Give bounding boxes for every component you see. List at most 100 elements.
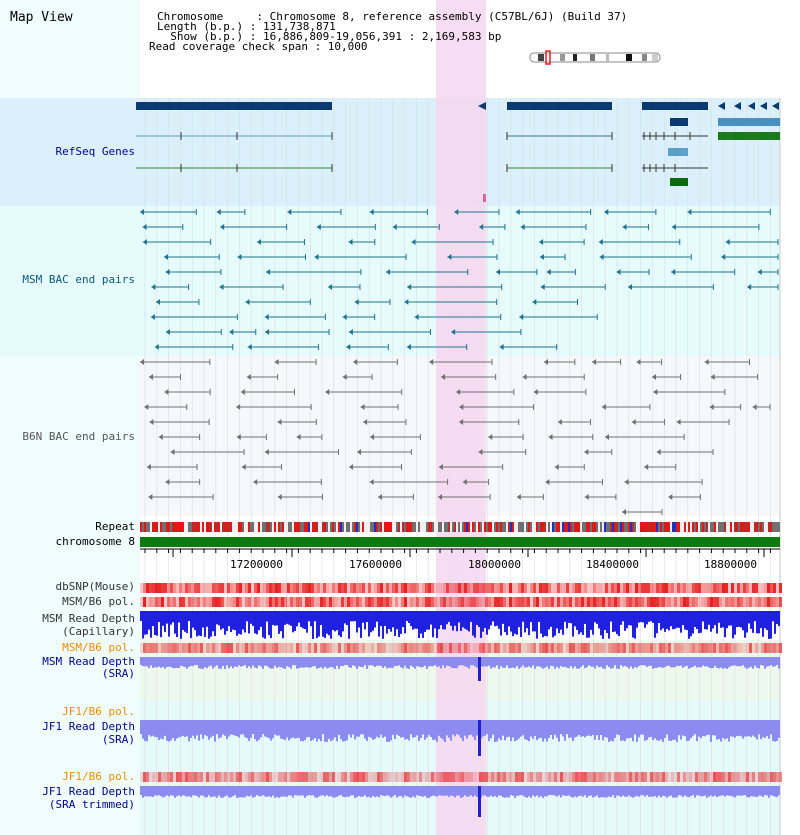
highlight-region[interactable] [436, 0, 486, 835]
poly-cell [179, 597, 182, 607]
repeat-cell [422, 522, 424, 532]
depth-bar [712, 720, 714, 736]
poly-cell [755, 597, 758, 607]
b6n-pair-end [264, 449, 269, 455]
depth-bar [522, 786, 524, 796]
depth-bar [764, 720, 766, 738]
depth-bar [770, 611, 772, 639]
repeat-cell [724, 522, 726, 532]
repeat-cell [262, 522, 264, 532]
depth-bar [410, 786, 412, 798]
repeat-cell [416, 522, 418, 532]
poly-cell [371, 643, 374, 653]
poly-cell [755, 643, 758, 653]
repeat-cell [304, 522, 306, 532]
poly-cell [584, 597, 587, 607]
depth-bar [476, 611, 478, 625]
depth-bar [604, 720, 606, 738]
depth-bar [654, 786, 656, 797]
polymorphism-tracks[interactable] [140, 583, 782, 782]
poly-cell [317, 583, 320, 593]
depth-bar [238, 611, 240, 634]
depth-bar [568, 657, 570, 669]
poly-cell [545, 643, 548, 653]
poly-cell [503, 597, 506, 607]
track-label-jf1-depth-sra[interactable]: JF1 Read Depth [42, 720, 135, 733]
depth-bar [518, 720, 520, 739]
chromosome-bar[interactable] [140, 537, 780, 547]
depth-bar [404, 720, 406, 740]
msm-bac-pairs-track[interactable] [140, 209, 779, 350]
depth-bar [346, 720, 348, 741]
track-label-jf1-b6-pol[interactable]: JF1/B6 pol. [62, 705, 135, 718]
depth-bar [762, 786, 764, 797]
poly-cell [440, 772, 443, 782]
track-label-msm-b6-pol[interactable]: MSM/B6 pol. [62, 595, 135, 608]
depth-bar [728, 657, 730, 668]
repeat-cell [432, 522, 434, 532]
poly-cell [203, 643, 206, 653]
depth-bar [712, 611, 714, 629]
poly-cell [761, 597, 764, 607]
depth-bar [252, 657, 254, 666]
depth-bar [700, 657, 702, 668]
poly-cell [425, 583, 428, 593]
b6n-pair-end [170, 449, 175, 455]
depth-bar [560, 720, 562, 735]
poly-cell [149, 597, 152, 607]
repeat-cell [146, 522, 148, 532]
track-label-jf1-b6-pol-2[interactable]: JF1/B6 pol. [62, 770, 135, 783]
poly-cell [482, 583, 485, 593]
repeat-cell [456, 522, 458, 532]
depth-bar [494, 786, 496, 797]
repeat-track[interactable] [140, 522, 780, 532]
depth-bar [428, 611, 430, 630]
track-label-msm-bac[interactable]: MSM BAC end pairs [22, 273, 135, 286]
refseq-genes-track[interactable] [136, 102, 780, 202]
depth-bar [242, 657, 244, 667]
poly-cell [731, 643, 734, 653]
poly-cell [587, 643, 590, 653]
depth-bar [574, 657, 576, 667]
poly-cell [506, 597, 509, 607]
depth-bar [322, 611, 324, 637]
repeat-cell [186, 522, 188, 532]
poly-cell [656, 583, 659, 593]
depth-bar [720, 611, 722, 628]
b6n-pair-end [296, 434, 301, 440]
track-label-jf1-depth-trimmed[interactable]: JF1 Read Depth [42, 785, 135, 798]
poly-cell [491, 772, 494, 782]
depth-bar [178, 611, 180, 623]
depth-bar [722, 657, 724, 669]
b6n-pair-end [148, 374, 153, 380]
b6n-bac-pairs-track[interactable] [140, 359, 771, 515]
poly-cell [197, 772, 200, 782]
read-depth-tracks[interactable] [140, 611, 780, 817]
track-label-repeat[interactable]: Repeat [95, 520, 135, 533]
poly-cell [167, 597, 170, 607]
poly-cell [146, 643, 149, 653]
track-label-msm-depth-sra[interactable]: MSM Read Depth [42, 655, 135, 668]
depth-bar [464, 786, 466, 796]
track-label-chromosome[interactable]: chromosome 8 [55, 535, 135, 548]
poly-cell [554, 643, 557, 653]
depth-bar [704, 611, 706, 630]
track-label-refseq[interactable]: RefSeq Genes [55, 145, 135, 158]
depth-bar [420, 657, 422, 668]
track-label-msm-depth-capillary[interactable]: MSM Read Depth [42, 612, 135, 625]
chromosome-ideogram[interactable] [529, 50, 661, 65]
depth-bar [702, 611, 704, 622]
repeat-cell [730, 522, 732, 532]
poly-cell [617, 772, 620, 782]
depth-bar [320, 786, 322, 796]
depth-bar [140, 611, 142, 622]
track-label-dbsnp[interactable]: dbSNP(Mouse) [55, 580, 135, 593]
track-label-msm-b6-pol-2[interactable]: MSM/B6 pol. [62, 641, 135, 654]
poly-cell [368, 583, 371, 593]
depth-bar [428, 786, 430, 798]
poly-cell [251, 583, 254, 593]
depth-bar [532, 657, 534, 666]
depth-bar [172, 657, 174, 669]
poly-cell [683, 583, 686, 593]
track-label-b6n-bac[interactable]: B6N BAC end pairs [22, 430, 135, 443]
